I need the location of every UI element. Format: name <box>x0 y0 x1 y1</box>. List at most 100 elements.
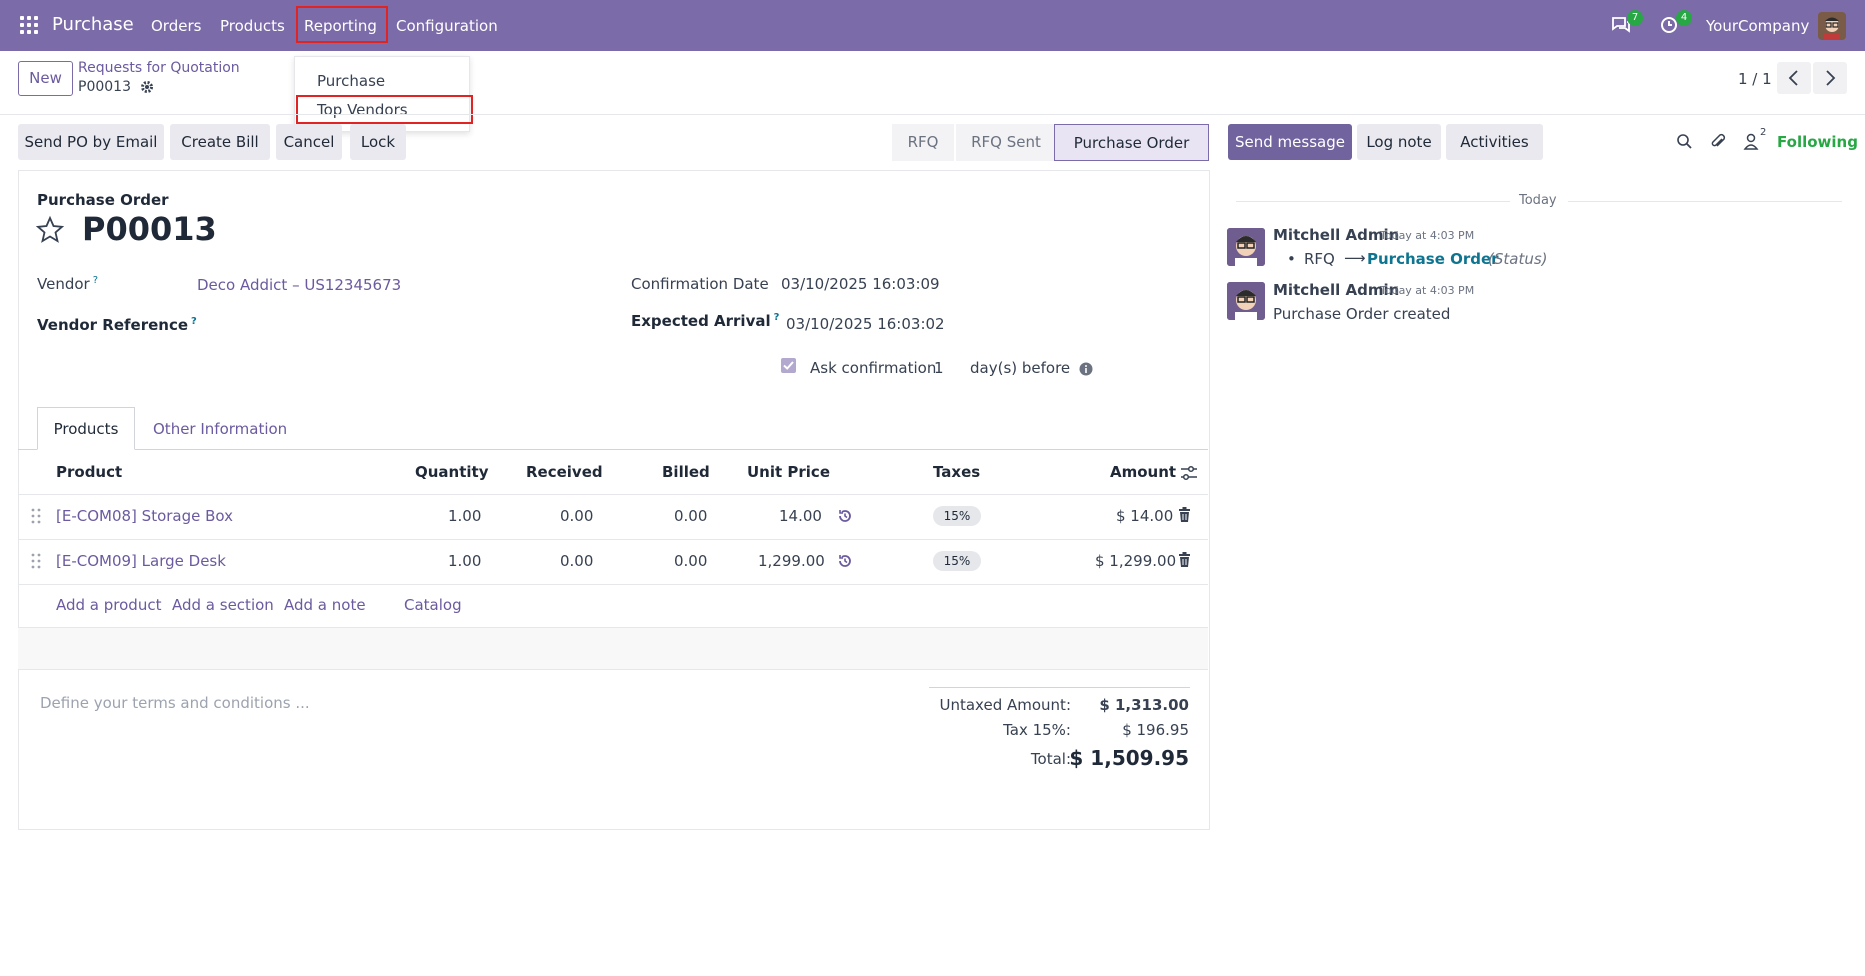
tab-other-information[interactable]: Other Information <box>153 420 288 438</box>
untaxed-amount-value: $ 1,313.00 <box>1099 696 1189 714</box>
column-settings-icon[interactable] <box>1180 465 1198 485</box>
table-bottom-divider <box>18 669 1208 670</box>
days-before-label: day(s) before <box>970 359 1071 377</box>
activities-badge: 4 <box>1676 10 1692 26</box>
column-header-billed[interactable]: Billed <box>662 463 710 481</box>
confirmation-date-field[interactable]: 03/10/2025 16:03:09 <box>781 275 940 293</box>
terms-and-conditions-field[interactable]: Define your terms and conditions ... <box>40 694 310 712</box>
info-icon[interactable] <box>1079 362 1093 380</box>
messages-icon[interactable]: 7 <box>1611 10 1643 34</box>
followers-count: 2 <box>1760 127 1767 138</box>
expected-arrival-field[interactable]: 03/10/2025 16:03:02 <box>786 315 945 333</box>
vendor-field[interactable]: Deco Addict – US12345673 <box>197 276 402 294</box>
new-button[interactable]: New <box>18 61 73 96</box>
billed-cell: 0.00 <box>674 507 708 525</box>
column-header-taxes[interactable]: Taxes <box>933 463 981 481</box>
send-po-button[interactable]: Send PO by Email <box>18 124 164 160</box>
star-icon[interactable] <box>35 215 65 249</box>
pager-value[interactable]: 1 / 1 <box>1738 70 1772 88</box>
received-cell[interactable]: 0.00 <box>560 507 594 525</box>
pager-next-button[interactable] <box>1813 62 1847 94</box>
product-cell[interactable]: [E-COM08] Storage Box <box>56 507 234 525</box>
lock-button[interactable]: Lock <box>350 124 406 160</box>
add-note-link[interactable]: Add a note <box>284 596 366 614</box>
menu-configuration[interactable]: Configuration <box>396 17 498 35</box>
column-header-product[interactable]: Product <box>56 463 123 481</box>
drag-handle-icon[interactable] <box>31 553 41 573</box>
history-icon[interactable] <box>837 508 853 528</box>
help-icon[interactable]: ? <box>191 316 197 327</box>
history-icon[interactable] <box>837 553 853 573</box>
tax-label: Tax 15%: <box>1003 721 1071 739</box>
message-author[interactable]: Mitchell Admin <box>1273 281 1400 299</box>
add-section-link[interactable]: Add a section <box>172 596 274 614</box>
row-divider <box>18 627 1208 628</box>
app-name[interactable]: Purchase <box>52 14 134 35</box>
help-icon[interactable]: ? <box>773 312 780 323</box>
status-rfq[interactable]: RFQ <box>892 124 954 161</box>
trash-icon[interactable] <box>1178 552 1191 571</box>
chevron-right-icon <box>1826 70 1836 86</box>
vendor-label: Vendor? <box>37 275 98 293</box>
today-divider-right <box>1568 201 1842 202</box>
cancel-button[interactable]: Cancel <box>276 124 342 160</box>
dropdown-item-purchase[interactable]: Purchase <box>317 72 386 90</box>
activities-button[interactable]: Activities <box>1446 124 1543 160</box>
status-rfq-sent[interactable]: RFQ Sent <box>956 124 1056 161</box>
arrow-right-icon: ⟶ <box>1344 249 1366 267</box>
catalog-link[interactable]: Catalog <box>404 596 462 614</box>
column-header-quantity[interactable]: Quantity <box>415 463 489 481</box>
unit-price-cell[interactable]: 14.00 <box>779 507 822 525</box>
user-avatar[interactable] <box>1818 12 1846 40</box>
unit-price-cell[interactable]: 1,299.00 <box>758 552 825 570</box>
untaxed-amount-label: Untaxed Amount: <box>939 696 1072 714</box>
gear-icon[interactable] <box>140 80 154 94</box>
confirmation-date-label: Confirmation Date <box>631 275 769 293</box>
messages-badge: 7 <box>1627 10 1643 26</box>
search-icon[interactable] <box>1676 133 1693 154</box>
tab-products[interactable]: Products <box>37 407 135 450</box>
table-footer <box>18 628 1208 669</box>
column-header-amount[interactable]: Amount <box>1110 463 1177 481</box>
tracking-new-value: Purchase Order <box>1367 250 1499 268</box>
ask-confirmation-checkbox[interactable] <box>781 358 796 373</box>
ask-confirmation-days-field[interactable]: 1 <box>934 359 944 377</box>
followers-icon[interactable]: 2 <box>1743 127 1766 154</box>
drag-handle-icon[interactable] <box>31 508 41 528</box>
row-divider <box>18 539 1208 540</box>
status-purchase-order[interactable]: Purchase Order <box>1054 124 1209 161</box>
message-avatar[interactable] <box>1227 282 1265 320</box>
amount-cell: $ 14.00 <box>1116 507 1174 525</box>
apps-menu-icon[interactable] <box>20 16 38 34</box>
add-product-link[interactable]: Add a product <box>56 596 162 614</box>
following-button[interactable]: Following <box>1777 133 1858 151</box>
record-name: P00013 <box>82 210 217 248</box>
activities-icon[interactable]: 4 <box>1660 10 1692 34</box>
column-header-unit-price[interactable]: Unit Price <box>747 463 830 481</box>
reporting-highlight <box>296 6 388 43</box>
help-icon[interactable]: ? <box>92 275 99 286</box>
trash-icon[interactable] <box>1178 507 1191 526</box>
column-header-received[interactable]: Received <box>526 463 603 481</box>
message-author[interactable]: Mitchell Admin <box>1273 226 1400 244</box>
received-cell[interactable]: 0.00 <box>560 552 594 570</box>
totals-divider <box>929 687 1190 688</box>
product-cell[interactable]: [E-COM09] Large Desk <box>56 552 226 570</box>
message-avatar[interactable] <box>1227 228 1265 266</box>
breadcrumb-parent[interactable]: Requests for Quotation <box>78 60 240 76</box>
quantity-cell[interactable]: 1.00 <box>448 507 482 525</box>
tax-tag[interactable]: 15% <box>933 506 981 526</box>
company-switcher[interactable]: YourCompany <box>1706 17 1810 35</box>
create-bill-button[interactable]: Create Bill <box>170 124 270 160</box>
quantity-cell[interactable]: 1.00 <box>448 552 482 570</box>
menu-products[interactable]: Products <box>220 17 285 35</box>
message-time: Today at 4:03 PM <box>1380 284 1475 297</box>
send-message-button[interactable]: Send message <box>1228 124 1352 160</box>
menu-reporting[interactable]: Reporting <box>304 17 377 35</box>
expected-arrival-label-text: Expected Arrival <box>631 312 771 330</box>
pager-prev-button[interactable] <box>1777 62 1811 94</box>
paperclip-icon[interactable] <box>1710 133 1727 155</box>
log-note-button[interactable]: Log note <box>1357 124 1441 160</box>
menu-orders[interactable]: Orders <box>151 17 202 35</box>
tax-tag[interactable]: 15% <box>933 551 981 571</box>
